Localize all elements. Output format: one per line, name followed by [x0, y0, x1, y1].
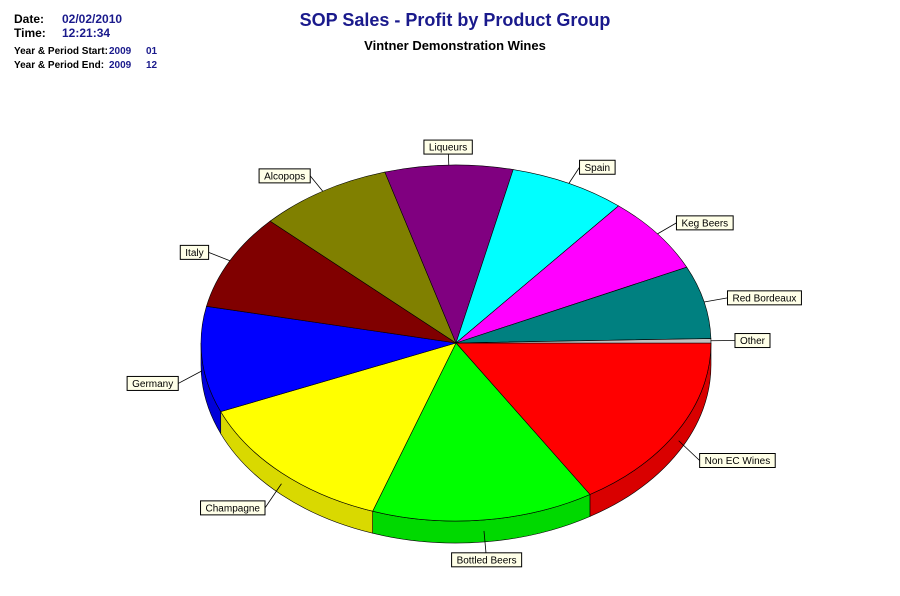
- period-start-label: Year & Period Start:: [14, 46, 108, 57]
- svg-text:Alcopops: Alcopops: [264, 171, 305, 182]
- time-value: 12:21:34: [62, 26, 111, 40]
- chart-subtitle: Vintner Demonstration Wines: [364, 38, 546, 53]
- time-label: Time:: [14, 26, 46, 40]
- svg-text:Other: Other: [740, 336, 766, 347]
- chart-title: SOP Sales - Profit by Product Group: [299, 10, 611, 30]
- slice-label-liqueurs: Liqueurs: [423, 139, 473, 155]
- slice-germany: [200, 306, 457, 412]
- leader-line-spain: [568, 167, 580, 184]
- leader-line-keg-beers: [657, 222, 677, 235]
- slice-label-red-bordeaux: Red Bordeaux: [726, 290, 802, 306]
- svg-text:Germany: Germany: [132, 379, 173, 390]
- leader-line-alcopops: [309, 175, 324, 192]
- slice-non-ec-wines: [455, 342, 712, 495]
- slice-label-bottled-beers: Bottled Beers: [451, 552, 523, 568]
- leader-line-non-ec-wines: [678, 440, 700, 461]
- slice-spain: [455, 169, 620, 344]
- leader-line-germany: [178, 370, 203, 384]
- period-end-label: Year & Period End:: [14, 60, 105, 71]
- svg-text:Red Bordeaux: Red Bordeaux: [732, 293, 796, 304]
- date-value: 02/02/2010: [62, 12, 123, 26]
- slice-label-germany: Germany: [126, 375, 179, 391]
- slice-label-alcopops: Alcopops: [258, 168, 311, 184]
- period-end-period: 12: [146, 60, 158, 71]
- period-start-year: 2009: [109, 46, 132, 57]
- svg-text:Champagne: Champagne: [206, 503, 261, 514]
- slice-label-italy: Italy: [179, 244, 210, 260]
- svg-text:Italy: Italy: [185, 248, 203, 259]
- svg-text:Spain: Spain: [585, 163, 611, 174]
- slice-champagne: [220, 342, 457, 512]
- leader-line-italy: [208, 252, 231, 262]
- slice-alcopops: [269, 171, 457, 344]
- leader-line-champagne: [264, 483, 282, 509]
- period-start-period: 01: [146, 46, 158, 57]
- slice-bottled-beers: [372, 342, 591, 522]
- period-end-year: 2009: [109, 60, 132, 71]
- slice-label-champagne: Champagne: [200, 500, 266, 516]
- slice-label-non-ec-wines: Non EC Wines: [699, 453, 776, 469]
- svg-text:Liqueurs: Liqueurs: [429, 143, 467, 154]
- slice-keg-beers: [455, 205, 688, 344]
- leader-line-red-bordeaux: [704, 297, 728, 303]
- svg-text:Keg Beers: Keg Beers: [681, 218, 728, 229]
- slice-label-other: Other: [734, 333, 771, 349]
- slice-label-spain: Spain: [579, 159, 616, 175]
- slice-label-keg-beers: Keg Beers: [675, 215, 734, 231]
- svg-text:Non EC Wines: Non EC Wines: [705, 456, 771, 467]
- slice-other: [455, 338, 712, 344]
- slice-italy: [206, 220, 457, 344]
- date-label: Date:: [14, 12, 45, 26]
- svg-text:Bottled Beers: Bottled Beers: [457, 555, 517, 566]
